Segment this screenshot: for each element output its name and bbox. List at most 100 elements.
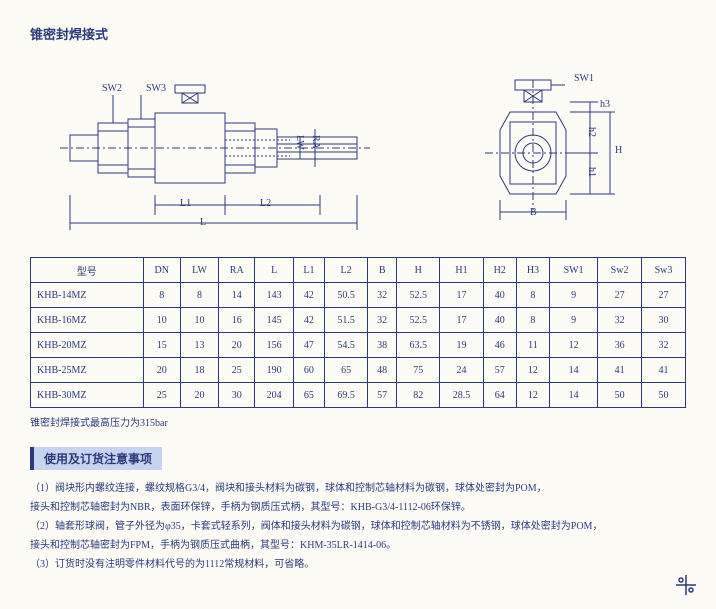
table-note: 锥密封焊接式最高压力为315bar xyxy=(30,414,686,429)
table-cell: 52.5 xyxy=(397,308,440,333)
col-header: L xyxy=(255,258,293,283)
table-cell: 32 xyxy=(368,283,397,308)
table-cell: 57 xyxy=(483,358,516,383)
table-cell: 50 xyxy=(598,383,642,408)
table-cell: 8 xyxy=(516,308,549,333)
label-h2: h2 xyxy=(586,127,597,137)
table-cell: 50 xyxy=(642,383,686,408)
table-cell: 12 xyxy=(516,383,549,408)
table-cell: 20 xyxy=(219,333,255,358)
table-cell: 17 xyxy=(440,308,483,333)
table-cell: 50.5 xyxy=(324,283,367,308)
table-cell: 40 xyxy=(483,283,516,308)
label-sw1: SW1 xyxy=(574,73,594,84)
table-cell: 42 xyxy=(293,283,324,308)
table-cell: 20 xyxy=(143,358,180,383)
table-cell: 8 xyxy=(180,283,218,308)
table-cell: 28.5 xyxy=(440,383,483,408)
table-cell: 24 xyxy=(440,358,483,383)
table-cell: 15 xyxy=(143,333,180,358)
table-cell: 18 xyxy=(180,358,218,383)
table-cell: 32 xyxy=(598,308,642,333)
table-cell: 65 xyxy=(324,358,367,383)
table-cell: 51.5 xyxy=(324,308,367,333)
section-header: 使用及订货注意事项 xyxy=(30,447,162,470)
table-cell: 25 xyxy=(143,383,180,408)
table-cell: KHB-20MZ xyxy=(31,333,144,358)
table-cell: 19 xyxy=(440,333,483,358)
table-row: KHB-20MZ1513201564754.53863.519461112363… xyxy=(31,333,686,358)
table-cell: 204 xyxy=(255,383,293,408)
table-cell: 17 xyxy=(440,283,483,308)
table-cell: KHB-14MZ xyxy=(31,283,144,308)
table-cell: 41 xyxy=(598,358,642,383)
table-cell: 69.5 xyxy=(324,383,367,408)
table-row: KHB-14MZ88141434250.53252.51740892727 xyxy=(31,283,686,308)
table-cell: KHB-25MZ xyxy=(31,358,144,383)
table-cell: KHB-30MZ xyxy=(31,383,144,408)
table-cell: 9 xyxy=(550,283,598,308)
table-cell: 41 xyxy=(642,358,686,383)
col-header: DN xyxy=(143,258,180,283)
table-cell: 13 xyxy=(180,333,218,358)
label-l1: L1 xyxy=(180,198,191,209)
table-cell: 48 xyxy=(368,358,397,383)
table-cell: 52.5 xyxy=(397,283,440,308)
table-cell: 65 xyxy=(293,383,324,408)
label-sw2: SW2 xyxy=(102,83,122,94)
table-cell: 143 xyxy=(255,283,293,308)
technical-diagram: SW2 SW3 L1 L2 L LW RA SW1 h3 h2 h1 H B xyxy=(30,55,686,245)
col-header: L1 xyxy=(293,258,324,283)
table-cell: 47 xyxy=(293,333,324,358)
table-cell: 27 xyxy=(598,283,642,308)
table-cell: 12 xyxy=(516,358,549,383)
table-cell: 16 xyxy=(219,308,255,333)
table-cell: 14 xyxy=(219,283,255,308)
table-cell: 14 xyxy=(550,383,598,408)
table-cell: 32 xyxy=(368,308,397,333)
col-header: Sw3 xyxy=(642,258,686,283)
table-cell: 75 xyxy=(397,358,440,383)
note-line: （3）订货时没有注明零件材料代号的为1112常规材料，可省略。 xyxy=(30,556,686,573)
col-header: RA xyxy=(219,258,255,283)
table-cell: 54.5 xyxy=(324,333,367,358)
table-cell: 60 xyxy=(293,358,324,383)
spec-table: 型号DNLWRALL1L2BHH1H2H3SW1Sw2Sw3 KHB-14MZ8… xyxy=(30,257,686,408)
table-cell: 190 xyxy=(255,358,293,383)
table-cell: 8 xyxy=(516,283,549,308)
col-header: H3 xyxy=(516,258,549,283)
note-line: （2）轴套形球阀，管子外径为φ35，卡套式轻系列，阀体和接头材料为碳钢，球体和控… xyxy=(30,518,686,535)
col-header: L2 xyxy=(324,258,367,283)
table-cell: 42 xyxy=(293,308,324,333)
table-cell: 14 xyxy=(550,358,598,383)
col-header: B xyxy=(368,258,397,283)
table-cell: 40 xyxy=(483,308,516,333)
table-cell: 10 xyxy=(180,308,218,333)
col-header: H xyxy=(397,258,440,283)
col-header: Sw2 xyxy=(598,258,642,283)
label-l2: L2 xyxy=(260,198,271,209)
table-cell: 30 xyxy=(642,308,686,333)
table-cell: 12 xyxy=(550,333,598,358)
table-cell: 63.5 xyxy=(397,333,440,358)
table-cell: KHB-16MZ xyxy=(31,308,144,333)
table-cell: 32 xyxy=(642,333,686,358)
label-h3: h3 xyxy=(600,99,610,110)
col-header: SW1 xyxy=(550,258,598,283)
table-cell: 156 xyxy=(255,333,293,358)
table-cell: 9 xyxy=(550,308,598,333)
label-lw: LW xyxy=(294,135,305,150)
col-header: 型号 xyxy=(31,258,144,283)
table-row: KHB-25MZ20182519060654875245712144141 xyxy=(31,358,686,383)
label-sw3: SW3 xyxy=(146,83,166,94)
table-cell: 82 xyxy=(397,383,440,408)
table-cell: 10 xyxy=(143,308,180,333)
label-ra: RA xyxy=(310,135,321,149)
table-row: KHB-16MZ1010161454251.53252.51740893230 xyxy=(31,308,686,333)
note-line: 接头和控制芯轴密封为FPM，手柄为钢质压式曲柄，其型号：KHM-35LR-141… xyxy=(30,537,686,554)
table-cell: 8 xyxy=(143,283,180,308)
col-header: H1 xyxy=(440,258,483,283)
table-cell: 27 xyxy=(642,283,686,308)
table-cell: 11 xyxy=(516,333,549,358)
col-header: LW xyxy=(180,258,218,283)
